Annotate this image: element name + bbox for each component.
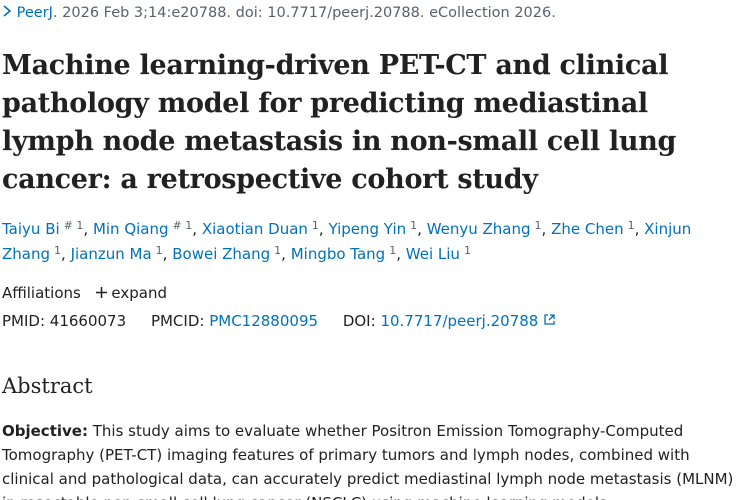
author-affiliation-marker: # 1: [63, 219, 84, 232]
author-separator: ,: [281, 245, 286, 263]
author-name[interactable]: Mingbo Tang: [290, 245, 386, 263]
author-name[interactable]: Wei Liu: [405, 245, 460, 263]
author: Bowei Zhang 1,: [172, 245, 286, 263]
author-affiliation-marker: 1: [155, 244, 163, 257]
chevron-icon: [3, 5, 12, 17]
objective-text: This study aims to evaluate whether Posi…: [2, 422, 734, 500]
author-list: Taiyu Bi # 1, Min Qiang # 1, Xiaotian Duan…: [2, 217, 742, 267]
affiliations: Affiliations expand: [2, 281, 748, 305]
plus-icon[interactable]: [95, 287, 107, 298]
citation-text: . 2026 Feb 3;14:e20788. doi: 10.7717/pee…: [52, 5, 556, 21]
doi-label: DOI:: [342, 312, 376, 330]
author-name[interactable]: Xiaotian Duan: [201, 220, 308, 238]
author-affiliation-marker: 1: [311, 219, 319, 232]
author: Taiyu Bi # 1,: [2, 220, 88, 238]
author: Wenyu Zhang 1,: [427, 220, 547, 238]
author: Jianzun Ma 1,: [71, 245, 168, 263]
doi-link[interactable]: 10.7717/peerj.20788: [380, 312, 539, 330]
author-name[interactable]: Bowei Zhang: [172, 245, 271, 263]
pmcid-label: PMCID:: [150, 312, 205, 330]
author-affiliation-marker: 1: [389, 244, 397, 257]
author-affiliation-marker: 1: [627, 219, 635, 232]
pmid-value: 41660073: [49, 312, 127, 330]
journal-link[interactable]: PeerJ: [16, 5, 53, 21]
author-affiliation-marker: 1: [463, 244, 471, 257]
author-affiliation-marker: 1: [274, 244, 282, 257]
author: Xiaotian Duan 1,: [202, 220, 324, 238]
identifiers: PMID: 41660073 PMCID: PMC12880095 DOI: 1…: [2, 309, 748, 333]
author: Min Qiang # 1,: [93, 220, 197, 238]
citation: PeerJ. 2026 Feb 3;14:e20788. doi: 10.771…: [2, 3, 748, 23]
author-separator: ,: [162, 245, 168, 263]
author-separator: ,: [83, 220, 89, 238]
author-affiliation-marker: 1: [534, 219, 542, 232]
abstract-paragraph: Objective: This study aims to evaluate w…: [2, 419, 737, 500]
author-name[interactable]: Taiyu Bi: [2, 220, 60, 238]
abstract-heading: Abstract: [2, 374, 93, 398]
author: Zhe Chen 1,: [551, 220, 639, 238]
expand-toggle[interactable]: expand: [111, 284, 167, 302]
author: Wei Liu 1: [406, 245, 471, 263]
pmcid-link[interactable]: PMC12880095: [209, 312, 319, 330]
author-name[interactable]: Xinjun Zhang: [2, 220, 692, 263]
author-separator: ,: [396, 245, 401, 263]
author-separator: ,: [417, 220, 422, 238]
article-title: Machine learning-driven PET-CT and clini…: [2, 50, 677, 195]
author-name[interactable]: Yipeng Yin: [328, 220, 407, 238]
author: Mingbo Tang 1,: [291, 245, 401, 263]
author: Yipeng Yin 1,: [328, 220, 421, 238]
pmid-label: PMID:: [2, 312, 46, 330]
author-separator: ,: [61, 245, 66, 263]
author-affiliation-marker: # 1: [172, 219, 193, 232]
author-separator: ,: [318, 220, 324, 238]
author: Xinjun Zhang 1,: [2, 220, 691, 263]
author-affiliation-marker: 1: [54, 244, 62, 257]
author-name[interactable]: Zhe Chen: [551, 220, 624, 238]
author-name[interactable]: Wenyu Zhang: [426, 220, 531, 238]
author-separator: ,: [634, 220, 640, 238]
author-name[interactable]: Min Qiang: [92, 220, 169, 238]
affiliations-label: Affiliations: [2, 284, 81, 302]
objective-label: Objective:: [2, 422, 88, 440]
external-link-icon: [544, 314, 555, 325]
author-name[interactable]: Jianzun Ma: [70, 245, 152, 263]
author-separator: ,: [192, 220, 198, 238]
author-separator: ,: [541, 220, 547, 238]
author-affiliation-marker: 1: [410, 219, 418, 232]
